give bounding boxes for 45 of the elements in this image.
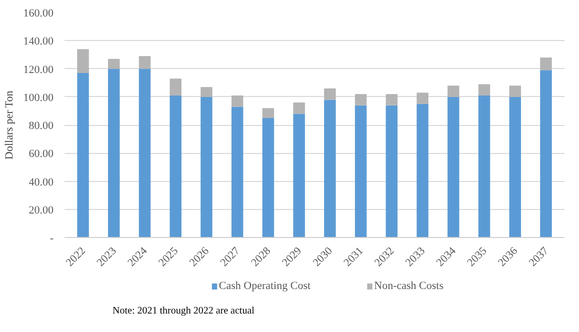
bar <box>324 100 336 238</box>
bar <box>200 96 212 238</box>
bar <box>200 87 212 97</box>
y-tick-label: 120.00 <box>23 64 54 76</box>
bar <box>416 92 428 104</box>
y-tick-label: 140.00 <box>23 36 54 48</box>
bar <box>509 96 521 238</box>
bar <box>293 114 305 238</box>
bar <box>108 58 120 69</box>
bar <box>540 58 552 70</box>
y-tick-label: 80.00 <box>28 120 54 132</box>
bar <box>293 102 305 114</box>
bar <box>354 105 367 238</box>
y-tick-label: - <box>50 232 54 244</box>
bar <box>138 56 151 69</box>
bar <box>324 88 336 100</box>
bar <box>416 104 428 238</box>
bar <box>77 72 89 238</box>
y-axis-title: Dollars per Ton <box>3 90 16 160</box>
bar <box>478 84 490 96</box>
bar <box>386 105 398 238</box>
y-tick-label: 40.00 <box>28 176 54 188</box>
bar <box>262 118 274 238</box>
bar <box>540 70 552 238</box>
bar <box>138 68 151 238</box>
legend-label: Non-cash Costs <box>374 280 444 292</box>
bar <box>231 106 244 238</box>
bar <box>108 68 120 238</box>
y-tick-label: 100.00 <box>23 92 54 104</box>
bar <box>354 94 367 106</box>
bar <box>231 95 244 107</box>
bar <box>509 86 521 97</box>
bar <box>262 108 274 118</box>
bar <box>386 94 398 106</box>
bar <box>448 86 460 97</box>
bar <box>170 78 182 96</box>
bar <box>170 95 182 238</box>
y-tick-label: 60.00 <box>28 148 54 160</box>
bar <box>448 96 460 238</box>
legend-label: Cash Operating Cost <box>218 280 311 292</box>
bar <box>478 95 490 238</box>
y-tick-label: 160.00 <box>23 8 54 20</box>
y-tick-label: 20.00 <box>28 204 54 216</box>
bar <box>77 49 89 73</box>
text: Note: 2021 through 2022 are actual <box>112 306 255 316</box>
